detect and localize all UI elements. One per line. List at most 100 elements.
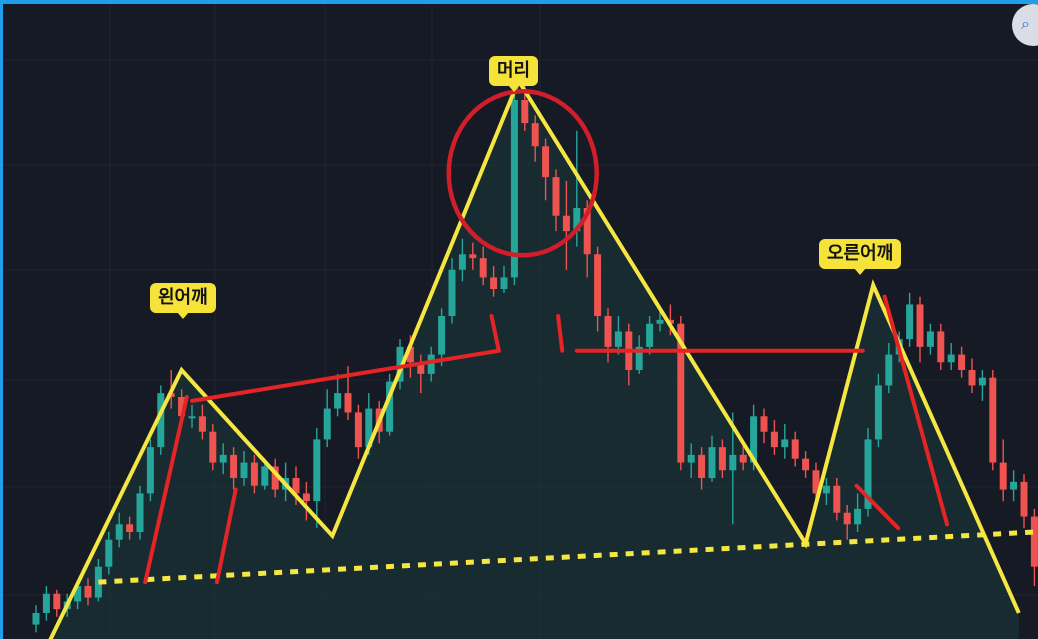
left-shoulder-text: 왼어깨 bbox=[158, 287, 208, 308]
candle-body bbox=[490, 277, 498, 289]
trend-line bbox=[556, 314, 565, 353]
neckline bbox=[98, 529, 1035, 585]
candle-body bbox=[750, 416, 758, 463]
candle-body bbox=[32, 613, 40, 625]
candle-body bbox=[115, 524, 123, 540]
candle-body bbox=[334, 393, 342, 409]
candle-body bbox=[906, 304, 914, 340]
candle-body bbox=[105, 539, 113, 567]
candle-body bbox=[874, 385, 882, 440]
candle-body bbox=[947, 354, 955, 363]
candle-body bbox=[542, 146, 550, 178]
candle-body bbox=[698, 454, 706, 478]
candle-body bbox=[438, 316, 446, 355]
candle-body bbox=[178, 397, 186, 417]
candle-body bbox=[396, 346, 404, 382]
candle-body bbox=[646, 323, 654, 347]
candle-body bbox=[843, 512, 851, 525]
candle-body bbox=[614, 331, 622, 347]
candle-body bbox=[604, 316, 612, 347]
window-top-border bbox=[0, 0, 1038, 4]
candle-body bbox=[386, 381, 394, 432]
candle-body bbox=[531, 123, 539, 147]
candle-body bbox=[1030, 516, 1038, 567]
candle-body bbox=[594, 254, 602, 316]
candles bbox=[32, 84, 1038, 633]
candle-body bbox=[510, 100, 518, 278]
candle-body bbox=[781, 439, 789, 448]
candle-body bbox=[926, 331, 934, 347]
candle-body bbox=[999, 462, 1007, 490]
candle-body bbox=[240, 462, 248, 478]
candle-body bbox=[42, 593, 50, 613]
candle-body bbox=[885, 354, 893, 386]
candle-body bbox=[271, 466, 279, 490]
candle-body bbox=[916, 304, 924, 347]
candle-body bbox=[146, 447, 154, 494]
candle-body bbox=[718, 447, 726, 471]
candle-body bbox=[729, 454, 737, 471]
candle-body bbox=[989, 377, 997, 463]
head-text: 머리 bbox=[497, 60, 531, 81]
candle-body bbox=[198, 416, 206, 432]
trend-line bbox=[143, 395, 189, 585]
candle-body bbox=[500, 277, 508, 289]
pattern-fill bbox=[50, 80, 1019, 639]
candle-body bbox=[958, 354, 966, 370]
candle-body bbox=[157, 393, 165, 448]
candle-body bbox=[448, 269, 456, 316]
candle-body bbox=[344, 393, 352, 413]
candle-body bbox=[802, 458, 810, 471]
candle-body bbox=[427, 354, 435, 374]
candle-body bbox=[968, 370, 976, 386]
candle-body bbox=[479, 258, 487, 278]
candle-body bbox=[354, 412, 362, 448]
candle-body bbox=[292, 478, 300, 494]
candle-body bbox=[739, 454, 747, 463]
trend-line bbox=[882, 294, 950, 527]
candle-body bbox=[562, 215, 570, 232]
candle-body bbox=[188, 416, 196, 419]
candle-body bbox=[833, 485, 841, 513]
left-shoulder-label: 왼어깨 bbox=[150, 283, 216, 319]
candle-body bbox=[458, 254, 466, 270]
candle-body bbox=[126, 524, 134, 532]
candle-body bbox=[136, 493, 144, 532]
head-label: 머리 bbox=[489, 56, 539, 92]
candle-body bbox=[521, 100, 529, 124]
right-shoulder-text: 오른어깨 bbox=[827, 243, 894, 264]
candle-body bbox=[74, 586, 82, 602]
candle-body bbox=[552, 177, 560, 216]
candle-body bbox=[469, 254, 477, 259]
candle-body bbox=[261, 466, 269, 486]
candle-body bbox=[53, 593, 61, 610]
candle-body bbox=[812, 470, 820, 494]
candle-body bbox=[656, 319, 664, 324]
window-left-border bbox=[0, 0, 3, 639]
candle-body bbox=[635, 346, 643, 370]
candle-body bbox=[583, 208, 591, 255]
candle-body bbox=[822, 485, 830, 494]
candle-body bbox=[708, 447, 716, 478]
candle-body bbox=[864, 439, 872, 509]
right-shoulder-label: 오른어깨 bbox=[819, 239, 902, 275]
candle-body bbox=[687, 454, 695, 463]
candle-body bbox=[1010, 481, 1018, 490]
candle-body bbox=[937, 331, 945, 363]
head-highlight-circle bbox=[446, 89, 599, 258]
candle-body bbox=[770, 431, 778, 448]
candle-body bbox=[230, 454, 238, 478]
candle-body bbox=[313, 439, 321, 502]
candle-body bbox=[573, 208, 581, 232]
candle-body bbox=[978, 377, 986, 386]
lens-glyph-icon: ⌕ bbox=[1021, 14, 1030, 33]
candle-body bbox=[406, 346, 414, 363]
resistance-line bbox=[190, 348, 501, 403]
lens-icon[interactable]: ⌕ bbox=[1012, 4, 1038, 46]
candle-body bbox=[219, 454, 227, 463]
trend-line bbox=[489, 314, 501, 353]
trend-line bbox=[214, 487, 238, 585]
trend-line bbox=[854, 483, 901, 531]
